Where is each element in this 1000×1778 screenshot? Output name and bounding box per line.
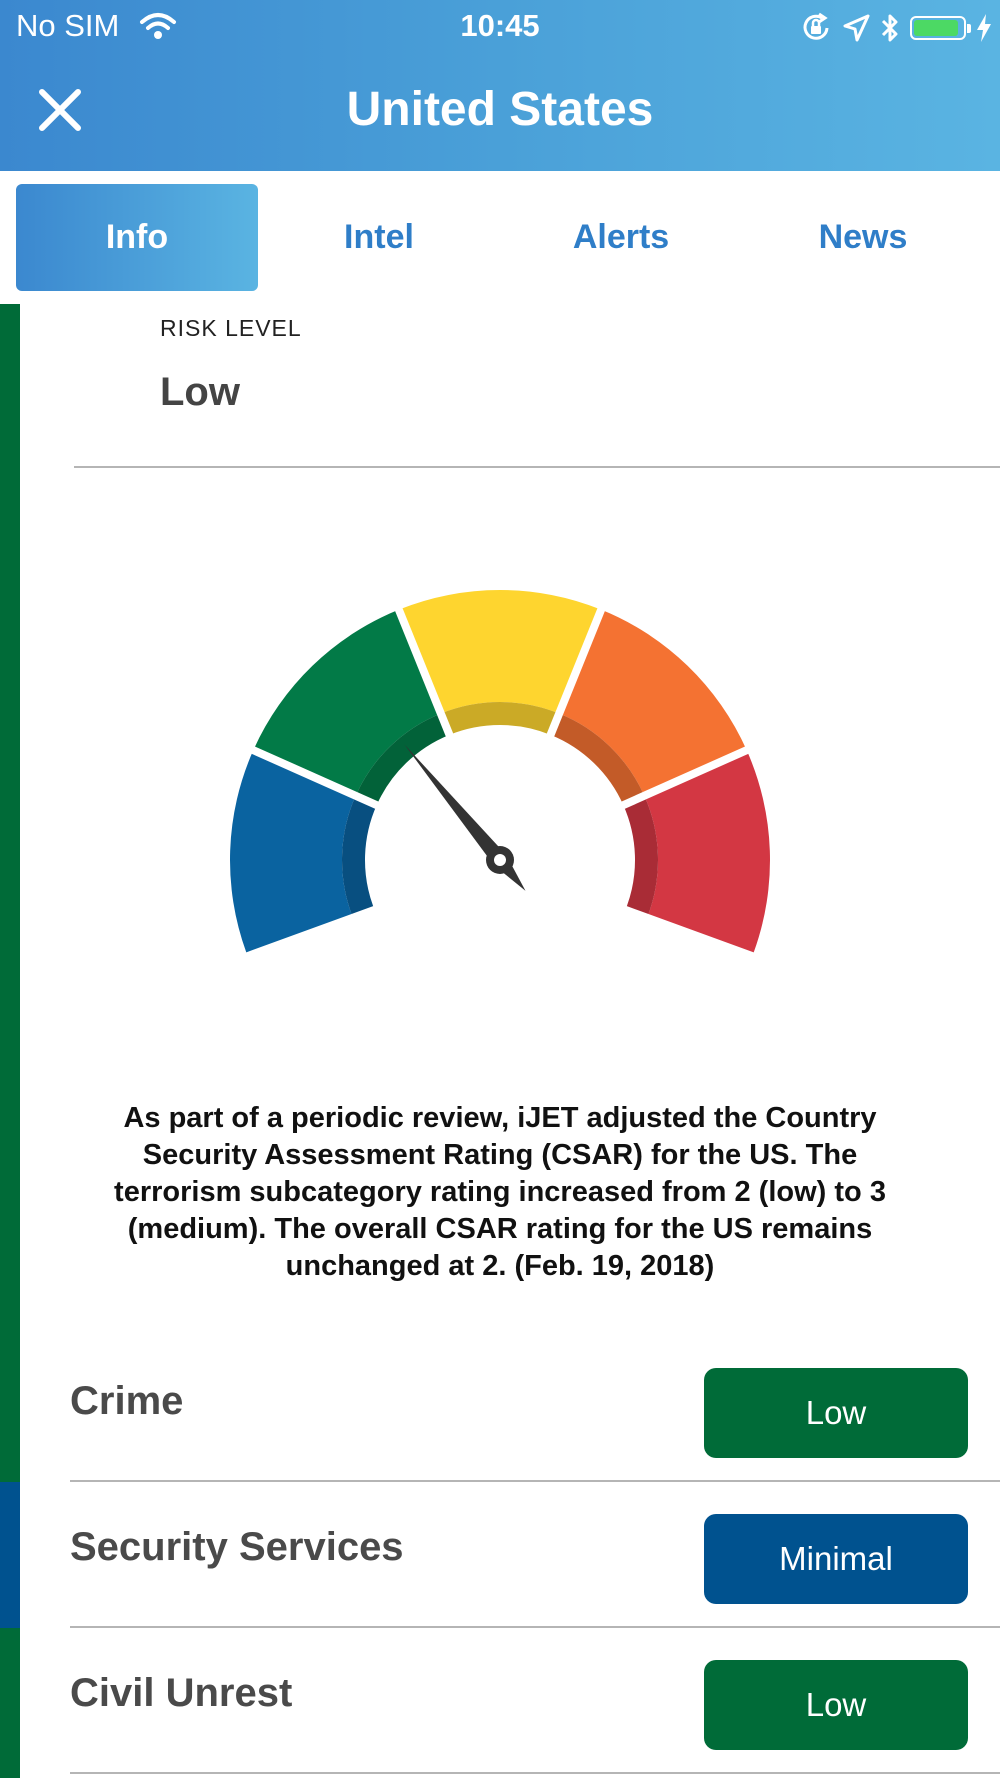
gauge-segment-low [253, 609, 450, 806]
risk-strip-green-bottom [0, 1628, 20, 1778]
category-level-badge[interactable]: Low [704, 1368, 968, 1458]
risk-level-value: Low [160, 370, 240, 414]
app-header: No SIM 10:45 [0, 0, 1000, 171]
tab-news[interactable]: News [818, 218, 908, 256]
tab-alerts[interactable]: Alerts [572, 218, 670, 256]
divider [70, 1772, 1000, 1774]
gauge-needle [404, 744, 526, 891]
category-name: Crime [70, 1378, 184, 1423]
gauge-segment-minimal [230, 750, 377, 953]
tab-info[interactable]: Info [16, 184, 258, 291]
gauge-segment-moderate [398, 590, 602, 735]
risk-strip-blue [0, 1482, 20, 1628]
risk-description: As part of a periodic review, iJET adjus… [114, 1102, 886, 1282]
category-row-civil-unrest: Civil Unrest Low [70, 1628, 1000, 1774]
category-level-badge[interactable]: Minimal [704, 1514, 968, 1604]
status-icons [800, 8, 992, 48]
orientation-lock-icon [803, 12, 829, 40]
location-arrow-icon [843, 14, 870, 42]
category-name: Security Services [70, 1524, 404, 1569]
gauge-separator [618, 744, 752, 811]
risk-level-label: RISK LEVEL [160, 315, 302, 341]
gauge-separator [545, 604, 607, 741]
category-level-badge[interactable]: Low [704, 1660, 968, 1750]
charging-bolt-icon [977, 14, 991, 42]
battery-icon [910, 16, 971, 40]
status-time: 10:45 [460, 8, 540, 43]
divider [70, 1626, 1000, 1628]
category-name: Civil Unrest [70, 1670, 293, 1715]
divider [70, 1480, 1000, 1482]
risk-gauge [230, 590, 770, 953]
category-row-security-services: Security Services Minimal [70, 1482, 1000, 1628]
gauge-separator [248, 744, 382, 811]
page-title: United States [346, 83, 654, 136]
divider [74, 466, 1000, 468]
carrier-label: No SIM [16, 8, 120, 43]
category-row-crime: Crime Low [70, 1336, 1000, 1482]
gauge-segment-high [550, 609, 747, 806]
status-bar: No SIM 10:45 [0, 0, 1000, 56]
gauge-separator [393, 604, 455, 741]
tab-bar: Info Intel Alerts News [0, 171, 1000, 295]
gauge-segment-extreme [623, 750, 770, 953]
bluetooth-icon [881, 14, 898, 42]
close-icon[interactable] [38, 88, 82, 132]
tab-intel[interactable]: Intel [344, 218, 414, 256]
risk-strip-green [0, 304, 20, 1482]
wifi-icon [140, 13, 176, 39]
